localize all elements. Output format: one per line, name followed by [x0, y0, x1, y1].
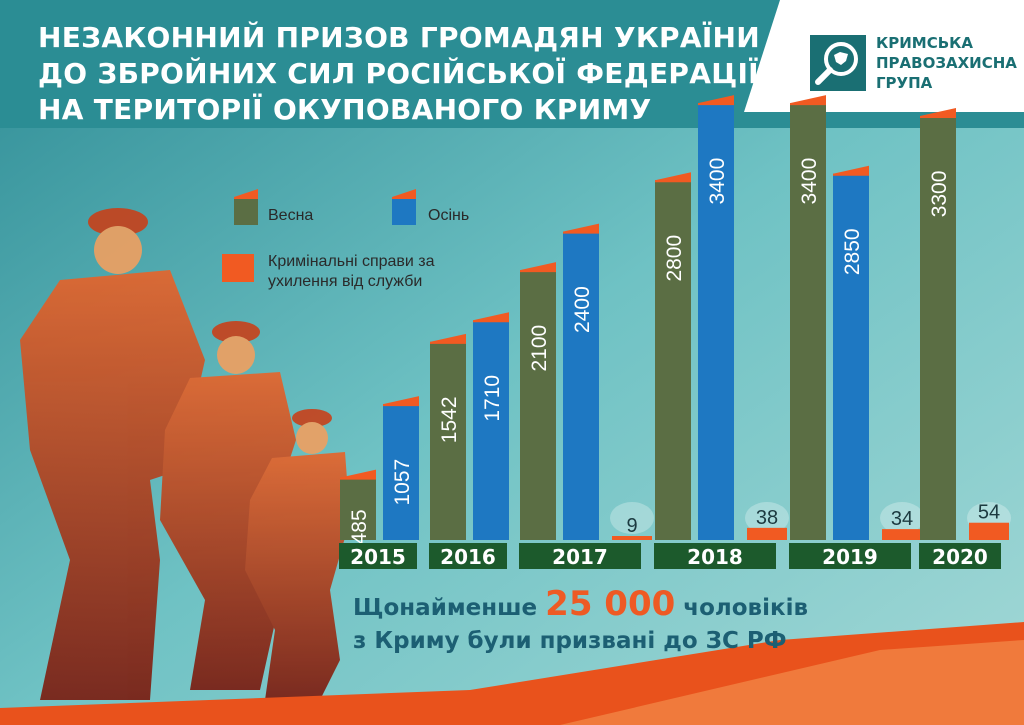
bar-spring-cap [790, 95, 826, 106]
legend [222, 189, 416, 282]
bar-cases-value: 9 [626, 515, 637, 537]
bar-spring-cap [920, 107, 956, 118]
year-box [519, 543, 641, 569]
org-name-line: КРИМСЬКА [876, 34, 974, 52]
bar-autumn-cap [833, 165, 869, 176]
bar-spring-cap [340, 469, 376, 480]
legend-autumn-swatch [392, 197, 416, 225]
year-box [429, 543, 507, 569]
bar-autumn-cap [563, 223, 599, 234]
bar-autumn-cap [698, 95, 734, 106]
bars-layer: 485 1057 1542 1710 2100 2400 9 2800 3400 38 3400 28… [340, 95, 1011, 544]
bar-autumn-cap [473, 312, 509, 323]
bar-spring-value: 2100 [528, 325, 551, 372]
bar-cases [747, 527, 787, 540]
bar-spring-cap [430, 333, 466, 344]
case-halo [880, 502, 924, 534]
year-label: 2019 [822, 545, 878, 569]
bar-autumn-value: 3400 [706, 158, 729, 205]
year-boxes: 2015 2016 2017 2018 2019 2020 [339, 543, 1001, 569]
org-logo: КРИМСЬКА ПРАВОЗАХИСНА ГРУПА [810, 33, 1017, 93]
bar-spring [790, 103, 826, 540]
bar-spring-value: 2800 [663, 235, 686, 282]
bar-autumn-value: 1057 [391, 459, 414, 506]
year-label: 2020 [932, 545, 988, 569]
year-label: 2017 [552, 545, 608, 569]
summary-prefix: Щонайменше [353, 595, 538, 621]
bar-spring [340, 477, 376, 540]
bar-autumn [698, 103, 734, 540]
bar-cases [969, 522, 1009, 540]
legend-cases-line: Кримінальні справи за [268, 253, 435, 270]
bar-autumn [833, 173, 869, 540]
case-halo [610, 502, 654, 534]
year-label: 2016 [440, 545, 496, 569]
bar-cases [882, 529, 922, 540]
page-title: НЕЗАКОННИЙ ПРИЗОВ ГРОМАДЯН УКРАЇНИ ДО ЗБ… [38, 20, 778, 128]
title-line: НЕЗАКОННИЙ ПРИЗОВ ГРОМАДЯН УКРАЇНИ [38, 21, 760, 54]
legend-spring-swatch-cap [234, 189, 258, 199]
bar-cases [612, 536, 652, 540]
bar-autumn-cap [383, 396, 419, 407]
legend-cases-swatch [222, 254, 254, 282]
bar-spring [655, 180, 691, 540]
bar-spring [430, 341, 466, 540]
bar-autumn-value: 2850 [841, 228, 864, 275]
bar-spring-value: 1542 [438, 396, 461, 443]
bar-cases-value: 34 [891, 508, 913, 530]
bar-spring-cap [655, 172, 691, 183]
year-label: 2015 [350, 545, 406, 569]
year-box [654, 543, 776, 569]
bar-spring [520, 270, 556, 540]
bar-autumn-value: 2400 [571, 286, 594, 333]
legend-autumn-label: Осінь [428, 207, 470, 224]
bar-autumn [473, 320, 509, 540]
org-name-line: ГРУПА [876, 74, 933, 92]
year-label: 2018 [687, 545, 743, 569]
legend-spring-label: Весна [268, 207, 314, 224]
soldiers-illustration [20, 208, 350, 700]
bar-autumn [383, 404, 419, 540]
bar-spring-value: 3400 [798, 158, 821, 205]
year-box [339, 543, 417, 569]
magnifier-crimea-icon [810, 35, 866, 91]
year-box [789, 543, 911, 569]
summary-text: Щонайменше 25 000 чоловіків з Криму були… [353, 587, 809, 658]
bar-spring-value: 485 [348, 509, 371, 544]
legend-autumn-swatch-cap [392, 189, 416, 199]
legend-spring-swatch [234, 197, 258, 225]
bar-cases-value: 54 [978, 502, 1000, 524]
bar-spring-cap [520, 262, 556, 273]
bar-spring-value: 3300 [928, 171, 951, 218]
legend-cases-label: Кримінальні справи за ухилення від служб… [268, 252, 435, 292]
bar-autumn [563, 231, 599, 540]
summary-suffix: чоловіків [683, 595, 809, 621]
summary-line2: з Криму були призвані до ЗС РФ [353, 628, 787, 654]
year-box [919, 543, 1001, 569]
title-line: ДО ЗБРОЙНИХ СИЛ РОСІЙСЬКОЇ ФЕДЕРАЦІЇ [38, 57, 759, 90]
bar-autumn-value: 1710 [481, 375, 504, 422]
legend-cases-line: ухилення від служби [268, 273, 423, 290]
bar-spring [920, 115, 956, 540]
summary-highlight: 25 000 [545, 584, 676, 624]
org-name: КРИМСЬКА ПРАВОЗАХИСНА ГРУПА [876, 33, 1017, 93]
org-name-line: ПРАВОЗАХИСНА [876, 54, 1017, 72]
title-line: НА ТЕРИТОРІЇ ОКУПОВАНОГО КРИМУ [38, 93, 652, 126]
case-halo [745, 502, 789, 534]
bar-cases-value: 38 [756, 507, 778, 529]
